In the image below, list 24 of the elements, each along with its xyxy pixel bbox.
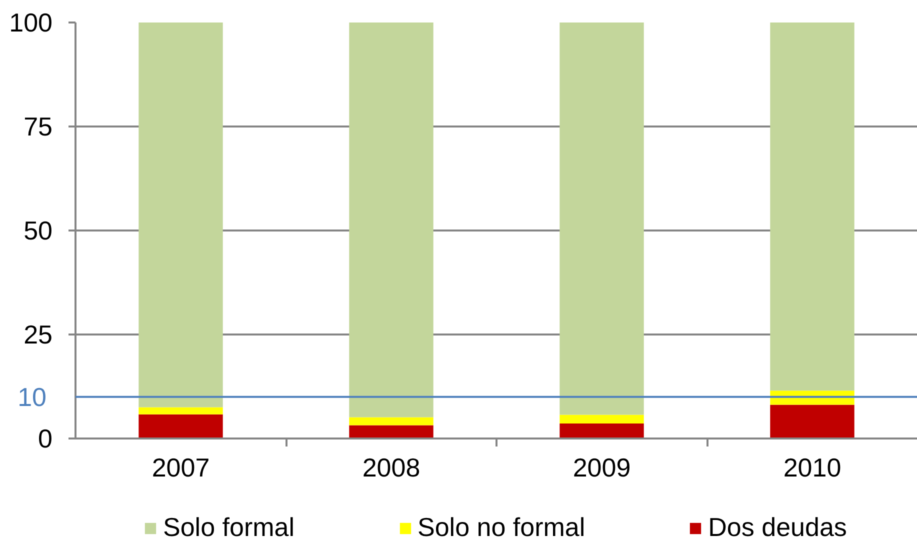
y-tick-label: 50: [24, 216, 52, 246]
y-tick-label: 100: [9, 8, 53, 38]
bar: [138, 414, 223, 438]
bar: [770, 404, 854, 438]
bar: [138, 407, 223, 414]
x-tick-label: 2007: [152, 452, 210, 482]
bar: [138, 22, 223, 408]
y-tick-label: 75: [24, 112, 52, 142]
bar: [349, 417, 434, 426]
y-tick-label: 0: [38, 424, 53, 454]
ref-line-label: 10: [18, 382, 46, 412]
bar: [560, 414, 644, 424]
legend-label: Dos deudas: [708, 512, 847, 543]
bar: [770, 22, 854, 391]
y-tick-label: 25: [24, 320, 52, 350]
bar: [560, 424, 644, 438]
x-tick-label: 2009: [572, 452, 631, 482]
x-tick-label: 2010: [783, 452, 842, 482]
bar: [349, 425, 434, 438]
legend-label: Solo no formal: [418, 512, 586, 543]
x-tick-label: 2008: [362, 452, 420, 482]
bar: [560, 22, 644, 415]
bar: [349, 22, 434, 418]
legend-label: Solo formal: [163, 512, 294, 543]
